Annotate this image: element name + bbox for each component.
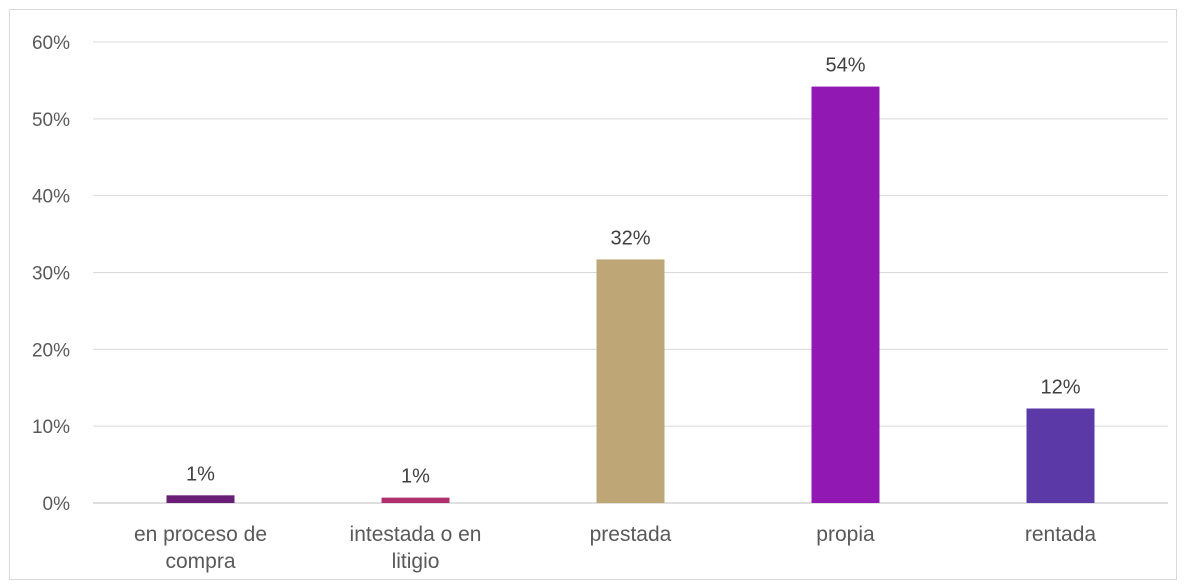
bar bbox=[381, 497, 450, 503]
data-label: 32% bbox=[610, 227, 650, 249]
bar bbox=[811, 86, 880, 504]
category-label: en proceso de bbox=[134, 523, 267, 546]
data-label: 1% bbox=[186, 463, 215, 485]
x-axis-category-labels: en proceso de compra intestada o en litigio… bbox=[134, 523, 1096, 573]
data-labels: 1% 1% 32% 54% 12% bbox=[186, 55, 1081, 488]
category-label: prestada bbox=[590, 523, 672, 546]
y-tick-label: 10% bbox=[32, 417, 70, 438]
category-label: compra bbox=[165, 550, 235, 573]
bar bbox=[166, 495, 235, 503]
y-tick-label: 0% bbox=[43, 494, 71, 515]
bar-chart: 0% 10% 20% 30% 40% 50% 60% 1% 1% 32% 54% 12% en pr… bbox=[32, 33, 1168, 573]
y-tick-label: 50% bbox=[32, 110, 70, 131]
category-label: propia bbox=[816, 523, 875, 546]
y-tick-label: 20% bbox=[32, 340, 70, 361]
data-label: 54% bbox=[825, 55, 865, 77]
y-tick-label: 40% bbox=[32, 187, 70, 208]
y-tick-label: 30% bbox=[32, 264, 70, 285]
y-axis-tick-labels: 0% 10% 20% 30% 40% 50% 60% bbox=[32, 33, 70, 515]
bars bbox=[166, 86, 1095, 504]
bar bbox=[1026, 408, 1095, 503]
chart-area: 0% 10% 20% 30% 40% 50% 60% 1% 1% 32% 54% 12% en pr… bbox=[9, 9, 1177, 580]
category-label: litigio bbox=[392, 550, 440, 573]
y-tick-label: 60% bbox=[32, 33, 70, 54]
category-label: rentada bbox=[1025, 523, 1097, 546]
bar bbox=[596, 259, 665, 503]
data-label: 12% bbox=[1040, 376, 1080, 398]
data-label: 1% bbox=[401, 466, 430, 488]
category-label: intestada o en bbox=[350, 523, 482, 546]
